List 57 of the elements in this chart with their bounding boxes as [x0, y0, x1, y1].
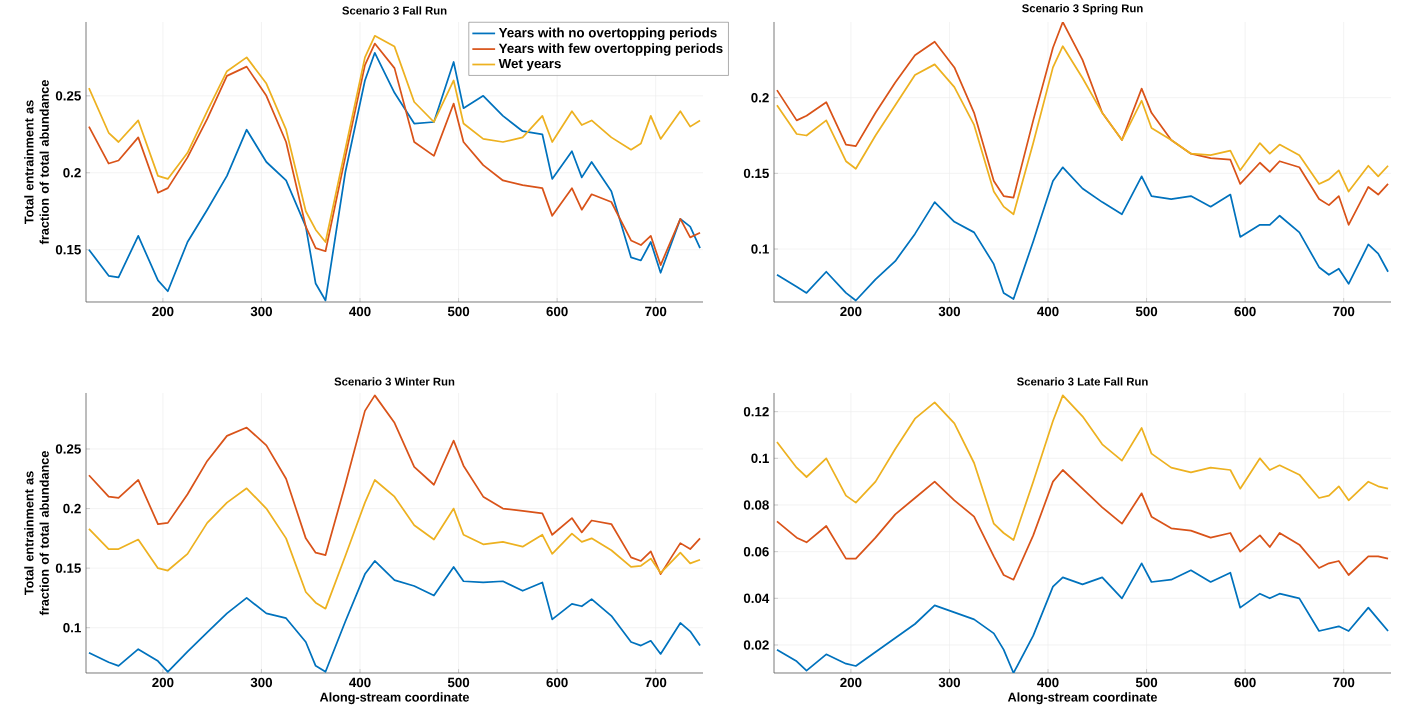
x-tick-label: 700 [645, 306, 667, 317]
x-tick-label: 400 [349, 677, 371, 688]
chart-title: Scenario 3 Spring Run [1022, 4, 1143, 15]
x-tick-label: 500 [447, 306, 470, 317]
legend-label: Years with no overtopping periods [498, 27, 717, 41]
y-tick-label: 0.15 [743, 168, 769, 179]
x-tick-label: 400 [1037, 306, 1059, 317]
x-tick-label: 700 [645, 677, 667, 688]
y-tick-label: 0.1 [751, 453, 769, 464]
x-tick-label: 300 [938, 677, 961, 688]
line-series [776, 394, 1389, 541]
x-tick-label: 600 [546, 306, 568, 317]
x-tick-label: 700 [1333, 677, 1355, 688]
y-tick-label: 0.02 [743, 640, 769, 650]
y-tick-label: 0.04 [743, 593, 770, 604]
legend-label: Years with few overtopping periods [498, 43, 723, 56]
y-tick-label: 0.2 [63, 168, 81, 178]
y-tick-label: 0.1 [63, 623, 81, 633]
line-series [88, 479, 701, 610]
x-tick-label: 400 [1037, 677, 1059, 688]
y-tick-label: 0.08 [743, 500, 769, 510]
x-tick-label: 600 [1234, 677, 1256, 688]
chart-title: Scenario 3 Fall Run [342, 6, 447, 15]
y-tick-label: 0.25 [55, 91, 81, 101]
chart-title: Scenario 3 Winter Run [334, 377, 455, 386]
line-series [776, 45, 1389, 216]
x-tick-label: 400 [349, 306, 371, 317]
x-tick-label: 500 [1135, 306, 1158, 317]
x-axis-title: Along-stream coordinate [1007, 692, 1158, 705]
y-tick-label: 0.12 [743, 406, 769, 417]
y-tick-label: 0.15 [55, 244, 81, 255]
line-series [776, 469, 1389, 581]
x-axis-title: Along-stream coordinate [319, 692, 470, 705]
x-tick-label: 300 [938, 306, 961, 317]
y-axis-title: Total entrainment as fraction of total abundance [24, 451, 49, 616]
x-tick-label: 300 [250, 677, 273, 688]
y-tick-label: 0.15 [55, 563, 81, 573]
y-tick-label: 0.25 [55, 444, 81, 454]
y-tick-label: 0.1 [751, 244, 769, 254]
x-tick-label: 600 [546, 677, 568, 688]
x-tick-label: 500 [1135, 677, 1158, 688]
x-tick-label: 300 [250, 306, 273, 317]
line-series [776, 22, 1389, 226]
x-tick-label: 200 [840, 677, 862, 688]
line-series [88, 394, 701, 575]
x-tick-label: 500 [447, 677, 470, 688]
x-tick-label: 600 [1234, 306, 1256, 317]
x-tick-label: 200 [152, 677, 174, 688]
x-tick-label: 200 [840, 306, 862, 317]
x-tick-label: 700 [1333, 306, 1355, 317]
y-axis-title: Total entrainment as fraction of total abundance [24, 80, 49, 245]
x-tick-label: 200 [152, 306, 174, 317]
y-tick-label: 0.2 [63, 503, 81, 514]
chart-title: Scenario 3 Late Fall Run [1017, 377, 1148, 386]
y-tick-label: 0.06 [743, 546, 769, 557]
y-tick-label: 0.2 [751, 92, 769, 103]
legend-label: Wet years [498, 58, 561, 71]
